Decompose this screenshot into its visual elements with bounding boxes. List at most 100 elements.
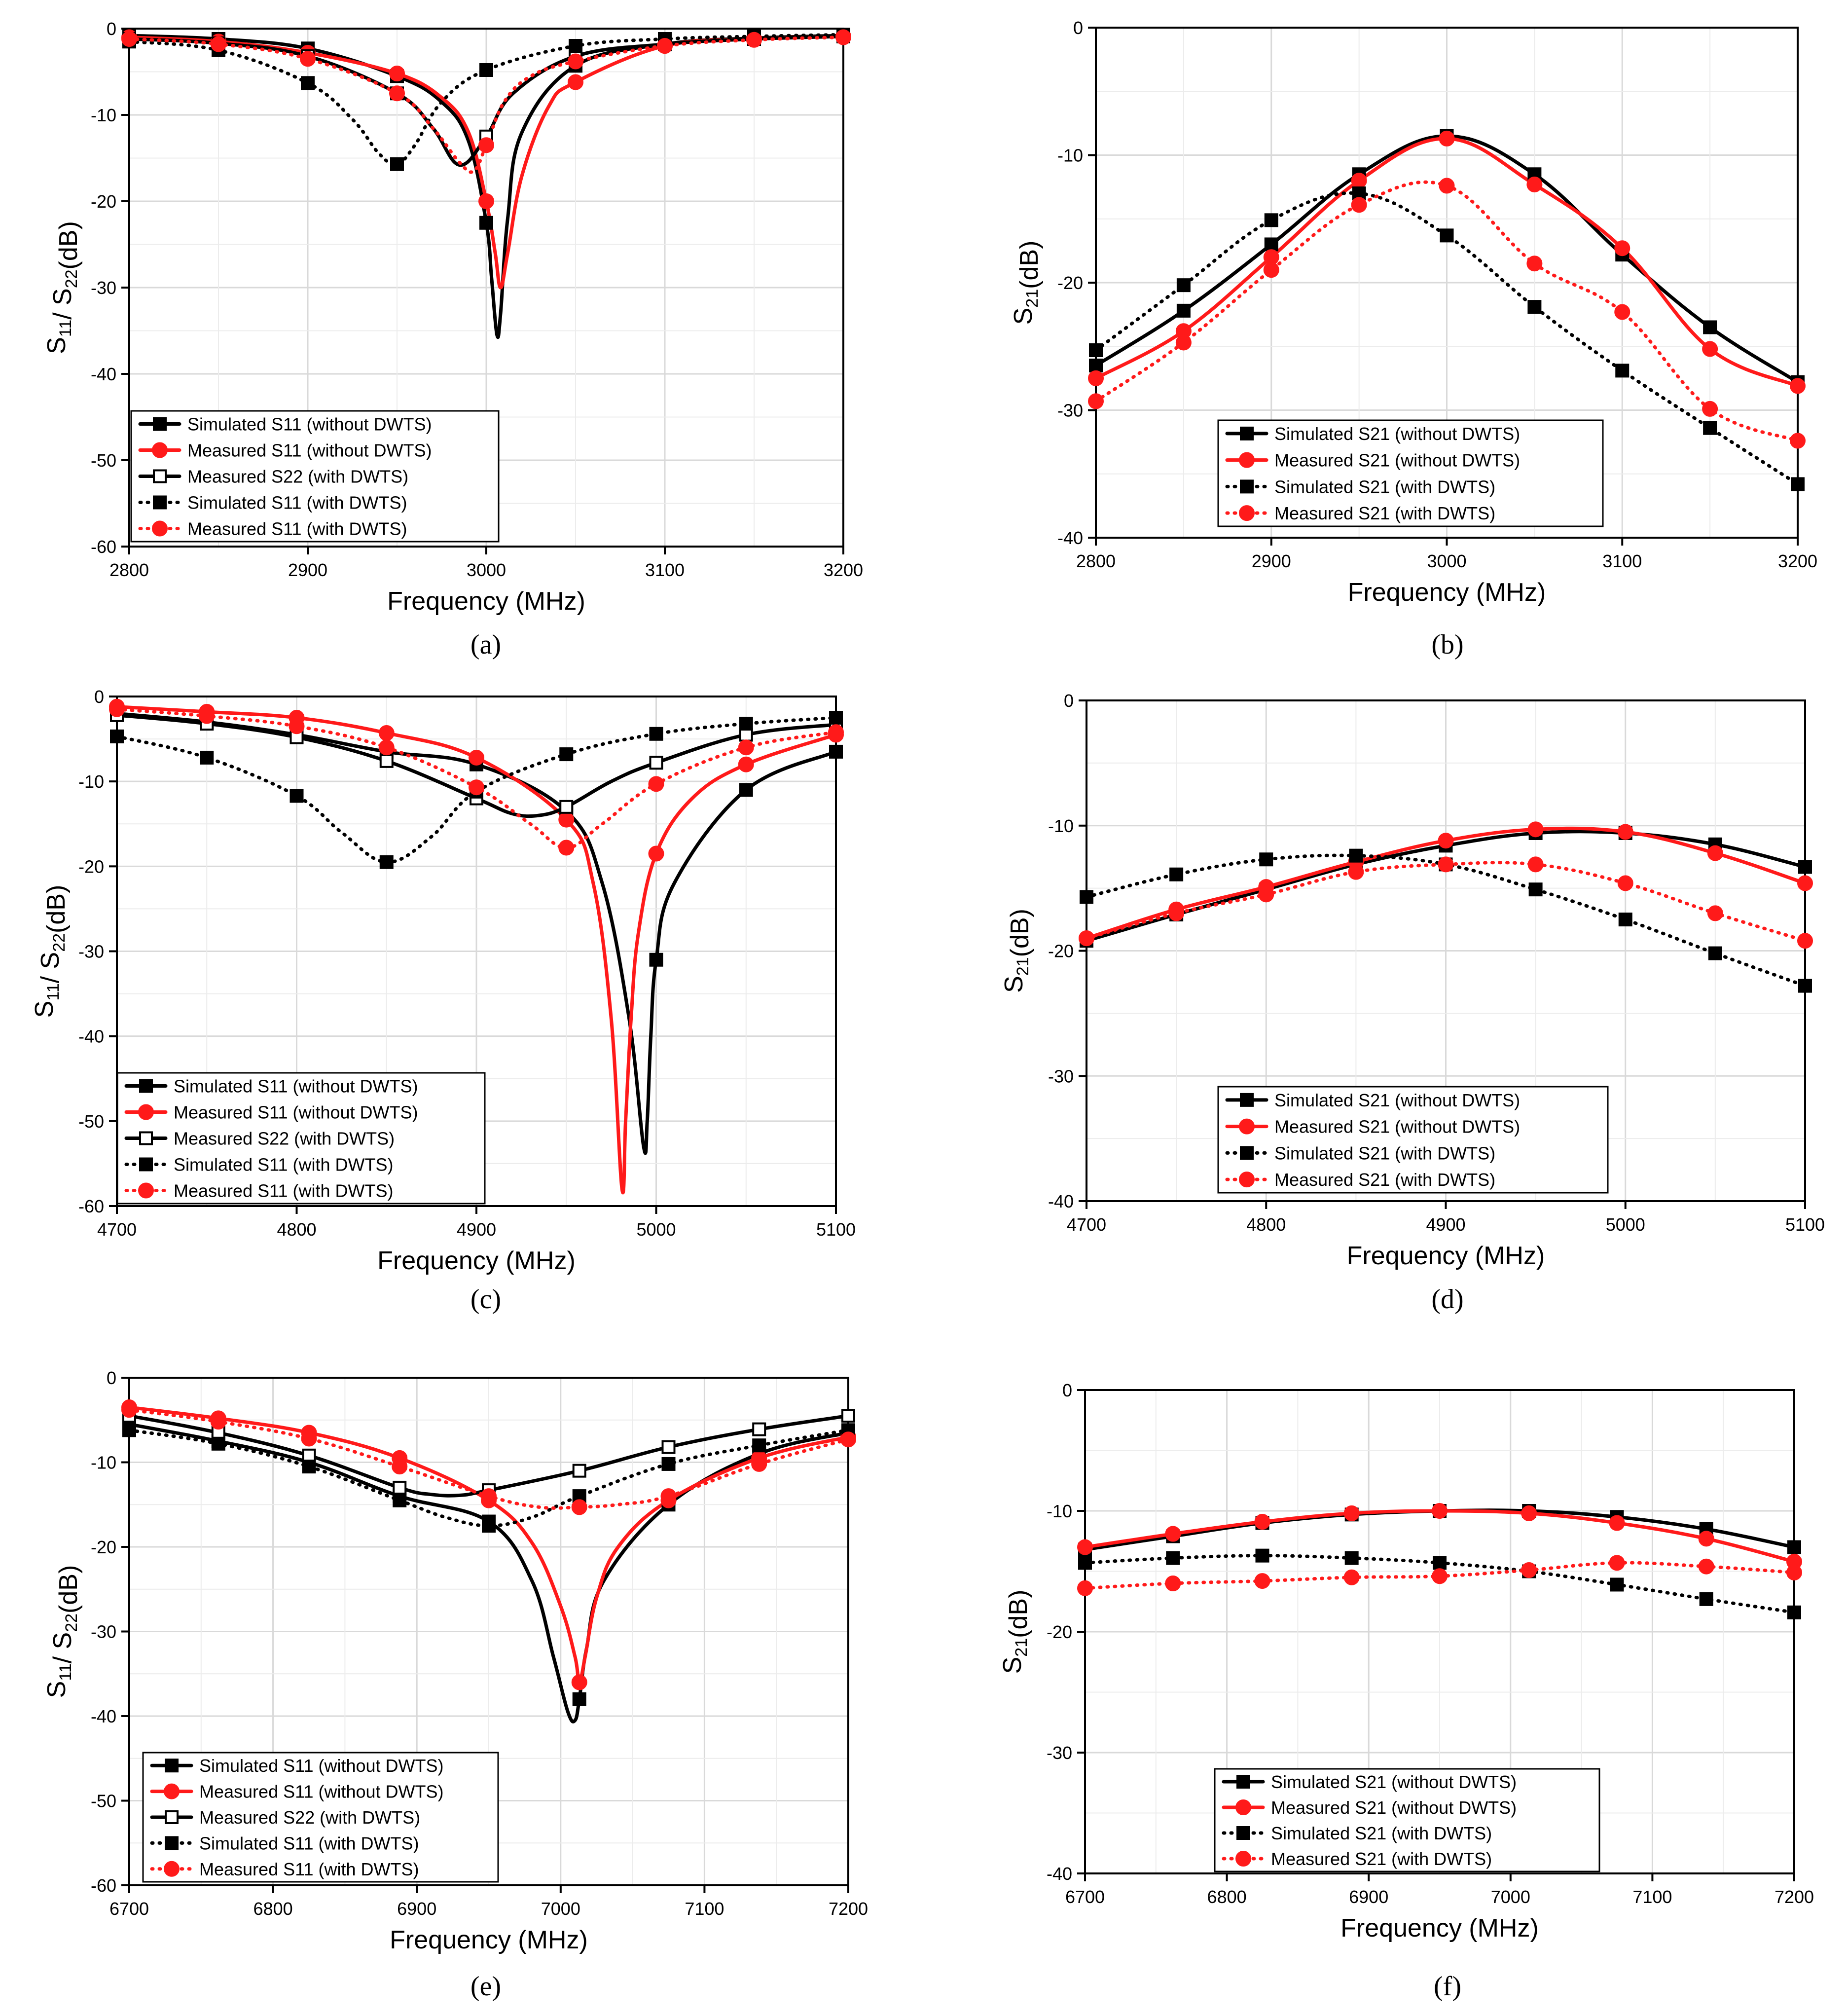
data-point (121, 31, 137, 47)
x-tick-label: 4800 (277, 1219, 316, 1240)
panel-caption: (a) (471, 629, 501, 660)
data-point (1617, 824, 1633, 840)
x-tick-label: 3200 (824, 560, 863, 580)
x-tick-label: 6900 (1349, 1887, 1388, 1907)
x-tick-label: 7200 (1775, 1887, 1814, 1907)
y-axis-label-subscript: 22 (50, 933, 69, 952)
legend-label: Measured S11 (with DWTS) (187, 519, 407, 539)
data-point (571, 1674, 587, 1690)
markers-group (1088, 129, 1806, 491)
data-point (389, 66, 405, 81)
ticks: 6700 6800 6900 7000 7100 7200 0 -10 -20 -30 -40 (1047, 1380, 1814, 1907)
series-line (117, 716, 836, 864)
data-point (1351, 173, 1367, 189)
data-point (390, 157, 404, 171)
legend-label: Simulated S11 (without DWTS) (199, 1756, 444, 1776)
data-point (479, 63, 493, 77)
y-axis-label-part: (dB) (1006, 909, 1034, 957)
data-point (109, 701, 125, 717)
data-point (649, 756, 663, 770)
data-point (738, 756, 754, 772)
legend-label: Measured S21 (with DWTS) (1274, 1170, 1495, 1190)
data-point (379, 855, 394, 869)
data-point (1089, 359, 1103, 373)
y-tick-label: -30 (78, 942, 104, 962)
data-point (379, 754, 394, 768)
markers-group (109, 698, 844, 967)
data-point (1254, 1573, 1270, 1589)
data-point (210, 1414, 226, 1430)
data-point (1077, 1539, 1093, 1555)
y-tick-label: -30 (91, 278, 116, 298)
data-point (661, 1440, 676, 1454)
data-point (199, 708, 215, 724)
legend: Simulated S21 (without DWTS) Measured S21… (1217, 419, 1604, 527)
x-tick-label: 2900 (288, 560, 327, 580)
y-tick-label: -20 (1048, 941, 1074, 961)
data-point (1527, 300, 1542, 314)
y-tick-label: 0 (1064, 691, 1074, 711)
data-point (301, 1430, 317, 1447)
y-tick-label: -30 (1047, 1743, 1072, 1763)
y-tick-label: -10 (91, 105, 116, 125)
y-tick-label: -60 (91, 537, 116, 557)
data-point (1433, 1556, 1447, 1570)
data-point (478, 193, 494, 209)
legend-label: Simulated S11 (without DWTS) (174, 1076, 418, 1097)
data-point (211, 36, 226, 52)
data-point (739, 717, 753, 731)
legend-label: Measured S11 (without DWTS) (187, 440, 432, 461)
data-point (1077, 1580, 1093, 1596)
data-point (1439, 130, 1455, 147)
x-tick-label: 4700 (97, 1219, 137, 1240)
data-point (1702, 401, 1718, 417)
y-tick-label: -50 (91, 450, 116, 471)
data-point (840, 1431, 856, 1448)
data-point (1786, 1564, 1802, 1580)
legend-marker (1235, 1799, 1251, 1815)
data-point (378, 725, 395, 741)
data-point (1699, 1592, 1713, 1606)
data-point (572, 1692, 586, 1706)
data-point (559, 747, 574, 762)
data-point (568, 74, 583, 90)
x-tick-label: 3100 (1602, 551, 1642, 571)
series-line (129, 33, 843, 166)
data-point (1526, 176, 1543, 192)
y-tick-label: 0 (1073, 18, 1083, 38)
x-tick-label: 6700 (109, 1899, 149, 1919)
data-point (1176, 303, 1191, 318)
x-tick-label: 2800 (1076, 551, 1116, 571)
data-point (1165, 1526, 1181, 1542)
data-point (829, 711, 843, 725)
data-point (1527, 856, 1544, 873)
data-point (478, 137, 494, 153)
series-line (129, 36, 843, 174)
y-axis-label: S11/ S22(dB) (42, 221, 83, 354)
data-point (1708, 946, 1722, 960)
legend-label: Measured S11 (without DWTS) (199, 1782, 444, 1802)
series-line (117, 705, 836, 1195)
series-line (1096, 191, 1798, 486)
ticks: 2800 2900 3000 3100 3200 0 -10 -20 -30 -40 (1057, 18, 1817, 571)
legend-marker (153, 417, 167, 431)
legend-label: Simulated S21 (with DWTS) (1274, 1143, 1495, 1163)
data-point (1702, 341, 1718, 357)
x-axis-label: Frequency (MHz) (1348, 578, 1546, 607)
data-point (1614, 240, 1630, 257)
x-tick-label: 3000 (467, 560, 506, 580)
data-point (1440, 228, 1454, 243)
data-point (1176, 278, 1191, 293)
data-point (1698, 1558, 1714, 1575)
data-point (393, 1480, 407, 1495)
legend-label: Simulated S11 (with DWTS) (199, 1833, 419, 1853)
data-point (1698, 1531, 1714, 1547)
x-tick-label: 4900 (1426, 1214, 1465, 1235)
data-point (1344, 1551, 1359, 1565)
y-tick-label: -30 (1057, 401, 1083, 421)
y-tick-label: -40 (91, 364, 116, 384)
data-point (569, 39, 582, 53)
data-point (648, 776, 664, 792)
legend-marker (1240, 1146, 1254, 1160)
x-tick-label: 7100 (1632, 1887, 1672, 1907)
